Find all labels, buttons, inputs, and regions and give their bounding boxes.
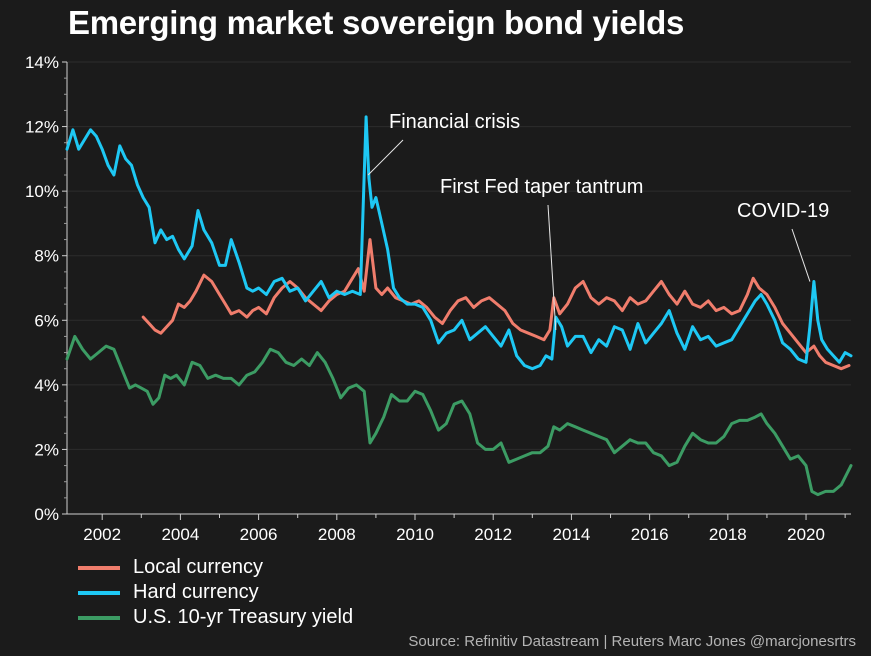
x-tick-label: 2008 [318,525,356,544]
series-group [65,115,853,497]
y-tick-label: 0% [34,505,59,524]
y-tick-label: 12% [25,118,59,137]
x-tick-label: 2004 [161,525,199,544]
y-tick-label: 6% [34,311,59,330]
legend-swatch-treasury-yield [78,615,120,620]
legend-swatch-local-currency [78,565,120,570]
annotation-covid-19-leader [791,228,811,282]
x-tick-label: 2018 [709,525,747,544]
source-note: Source: Refinitiv Datastream | Reuters M… [408,633,856,650]
annotations-group: Financial crisis First Fed taper tantrum C… [367,111,829,331]
annotation-covid-19: COVID-19 [737,200,829,222]
x-tick-label: 2002 [83,525,121,544]
legend-item-treasury-yield[interactable]: U.S. 10-yr Treasury yield [78,605,353,630]
y-tick-label: 4% [34,376,59,395]
x-tick-label: 2010 [396,525,434,544]
annotation-financial-crisis-leader [367,139,404,176]
series-line-local-currency [141,238,851,371]
annotation-taper-tantrum: First Fed taper tantrum [440,176,643,198]
x-tick-label: 2016 [631,525,669,544]
series-line-treasury-yield [65,334,853,497]
x-tick-label: 2020 [787,525,825,544]
annotation-financial-crisis: Financial crisis [389,111,520,133]
y-tick-label: 10% [25,182,59,201]
legend-swatch-hard-currency [78,590,120,595]
legend: Local currency Hard currency U.S. 10-yr … [78,555,353,630]
legend-label-hard-currency: Hard currency [133,581,259,603]
annotation-taper-tantrum-leader [547,204,557,331]
series-line-hard-currency [65,115,853,371]
legend-label-treasury-yield: U.S. 10-yr Treasury yield [133,606,354,628]
legend-item-hard-currency[interactable]: Hard currency [78,580,353,605]
axis-ticks: 0% 2% 4% 6% 8% 10% 12% 14% 2002 2004 2006 2008 2010 2… [25,53,846,544]
x-tick-label: 2014 [553,525,591,544]
x-tick-label: 2006 [240,525,278,544]
legend-item-local-currency[interactable]: Local currency [78,555,353,580]
chart-title: Emerging market sovereign bond yields [68,4,685,41]
legend-label-local-currency: Local currency [133,556,264,578]
x-tick-label: 2012 [474,525,512,544]
grid-lines [67,61,851,450]
y-tick-label: 2% [34,440,59,459]
y-tick-label: 14% [25,53,59,72]
y-tick-label: 8% [34,247,59,266]
